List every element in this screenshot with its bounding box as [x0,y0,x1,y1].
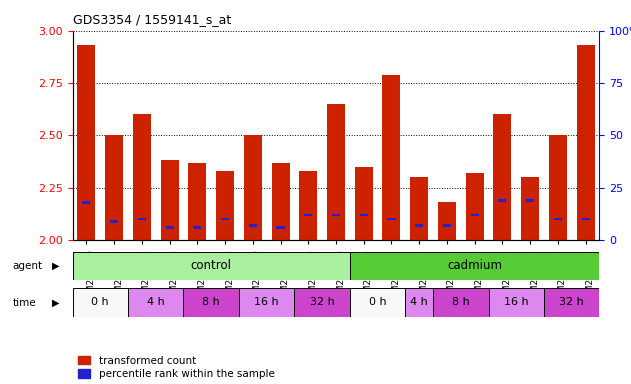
Text: cadmium: cadmium [447,260,502,272]
Bar [73,252,350,280]
Bar [544,288,599,317]
Text: 4 h: 4 h [410,297,428,308]
Bar [327,104,345,240]
Text: 32 h: 32 h [310,297,334,308]
Bar [83,201,90,204]
Bar [526,199,534,202]
Bar [78,45,95,240]
Bar [433,288,488,317]
Bar [554,218,562,220]
Bar [582,218,589,220]
Bar [410,177,428,240]
Bar [110,220,118,222]
Bar [244,136,262,240]
Bar [299,171,317,240]
Text: 0 h: 0 h [91,297,109,308]
Bar [493,114,511,240]
Bar [466,173,484,240]
Bar [271,162,290,240]
Bar [276,226,285,229]
Text: 16 h: 16 h [254,297,279,308]
Text: ▶: ▶ [52,261,60,271]
Text: 4 h: 4 h [147,297,165,308]
Bar [332,214,340,216]
Bar [471,214,479,216]
Bar [216,171,234,240]
Text: 0 h: 0 h [369,297,386,308]
Text: agent: agent [13,261,43,271]
Text: time: time [13,298,36,308]
Bar [443,224,451,227]
Bar [521,177,539,240]
Bar [577,45,594,240]
Legend: transformed count, percentile rank within the sample: transformed count, percentile rank withi… [78,356,274,379]
Bar [184,288,239,317]
Text: GDS3354 / 1559141_s_at: GDS3354 / 1559141_s_at [73,13,231,26]
Bar [488,288,544,317]
Bar [360,214,368,216]
Bar [304,214,312,216]
Bar [133,114,151,240]
Bar [105,136,123,240]
Bar [161,161,179,240]
Bar [350,288,405,317]
Bar [73,288,128,317]
Bar [438,202,456,240]
Bar [239,288,295,317]
Bar [128,288,184,317]
Bar [221,218,229,220]
Bar [249,224,257,227]
Bar [415,224,423,227]
Bar [498,199,507,202]
Text: 8 h: 8 h [452,297,469,308]
Text: 32 h: 32 h [559,297,584,308]
Text: control: control [191,260,232,272]
Bar [405,288,433,317]
Bar [165,226,174,229]
Bar [549,136,567,240]
Bar [382,74,401,240]
Bar [138,218,146,220]
Bar [355,167,373,240]
Text: 16 h: 16 h [504,297,529,308]
Bar [193,226,201,229]
Text: 8 h: 8 h [203,297,220,308]
Bar [387,218,396,220]
Text: ▶: ▶ [52,298,60,308]
Bar [350,252,599,280]
Bar [295,288,350,317]
Bar [188,162,206,240]
